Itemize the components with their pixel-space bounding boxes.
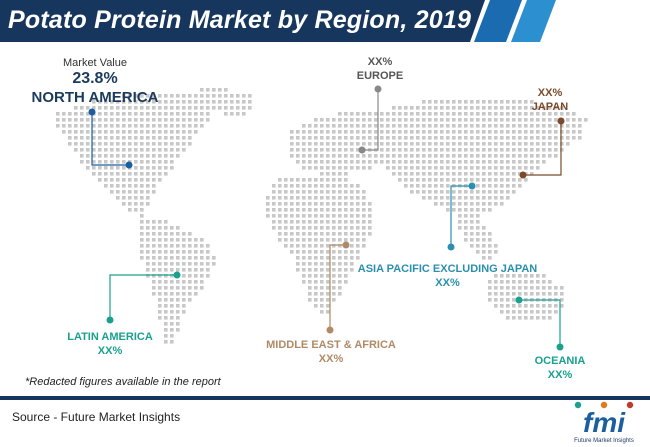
mea-label: MIDDLE EAST & AFRICA XX% bbox=[256, 338, 406, 366]
north-america-connector bbox=[91, 112, 129, 166]
mea-value: XX% bbox=[318, 353, 344, 365]
japan-value: XX% bbox=[537, 87, 563, 99]
latin-america-connector bbox=[109, 274, 177, 320]
fmi-logo: fmi Future Market Insights bbox=[574, 401, 634, 444]
oceania-connector bbox=[519, 299, 561, 347]
mea-marker-end bbox=[326, 326, 334, 334]
europe-marker bbox=[374, 85, 382, 93]
north-america-marker bbox=[88, 108, 96, 116]
asia-pacific-label: ASIA PACIFIC EXCLUDING JAPAN XX% bbox=[340, 262, 555, 290]
europe-connector bbox=[362, 89, 379, 151]
japan-marker-end bbox=[519, 171, 527, 179]
redacted-note: *Redacted figures available in the repor… bbox=[25, 376, 221, 388]
page-title: Potato Protein Market by Region, 2019 bbox=[8, 6, 472, 34]
latin-america-value: XX% bbox=[97, 345, 123, 357]
oceania-name: OCEANIA bbox=[534, 355, 586, 367]
title-banner bbox=[0, 0, 650, 42]
map-dots bbox=[56, 88, 588, 344]
asia-pacific-value: XX% bbox=[435, 277, 460, 289]
latin-america-label: LATIN AMERICA XX% bbox=[55, 330, 165, 358]
asia-pacific-name: ASIA PACIFIC EXCLUDING JAPAN bbox=[357, 263, 538, 275]
latin-america-name: LATIN AMERICA bbox=[67, 331, 153, 343]
mea-marker bbox=[342, 241, 350, 249]
europe-name: EUROPE bbox=[356, 70, 404, 82]
asia-pacific-marker bbox=[468, 182, 476, 190]
north-america-value: 23.8% bbox=[72, 70, 118, 87]
logo-tagline: Future Market Insights bbox=[574, 438, 634, 444]
logo-letters: fmi bbox=[583, 407, 626, 438]
oceania-label: OCEANIA XX% bbox=[520, 354, 600, 382]
japan-connector bbox=[523, 121, 562, 176]
japan-label: XX% JAPAN bbox=[520, 86, 580, 114]
europe-marker-end bbox=[358, 146, 366, 154]
asia-pacific-connector bbox=[450, 185, 472, 247]
oceania-value: XX% bbox=[547, 369, 573, 381]
footer-divider bbox=[0, 396, 650, 400]
mea-connector bbox=[329, 244, 346, 330]
asia-pacific-marker-end bbox=[447, 243, 455, 251]
north-america-marker-end bbox=[125, 161, 133, 169]
north-america-caption: Market Value bbox=[63, 57, 127, 69]
japan-name: JAPAN bbox=[531, 101, 569, 113]
oceania-marker-end bbox=[556, 343, 564, 351]
mea-name: MIDDLE EAST & AFRICA bbox=[266, 339, 396, 351]
latin-america-marker-end bbox=[106, 316, 114, 324]
europe-label: XX% EUROPE bbox=[340, 55, 420, 83]
north-america-label: NORTH AMERICA bbox=[31, 89, 159, 106]
latin-america-marker bbox=[173, 271, 181, 279]
japan-marker bbox=[557, 117, 565, 125]
source-text: Source - Future Market Insights bbox=[12, 410, 181, 424]
europe-value: XX% bbox=[367, 56, 393, 68]
oceania-marker bbox=[515, 296, 523, 304]
